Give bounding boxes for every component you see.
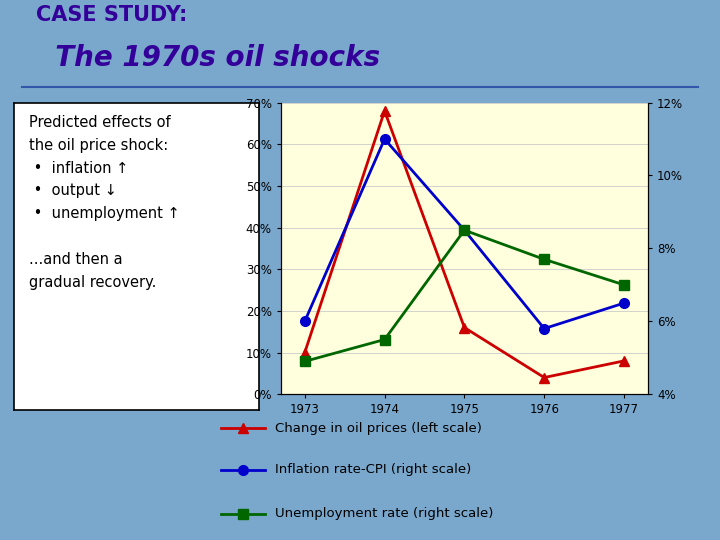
Text: CASE STUDY:: CASE STUDY: (36, 5, 187, 25)
Text: The 1970s oil shocks: The 1970s oil shocks (36, 44, 380, 72)
Text: Unemployment rate (right scale): Unemployment rate (right scale) (275, 508, 493, 521)
Text: Predicted effects of
the oil price shock:
 •  inflation ↑
 •  output ↓
 •  unemp: Predicted effects of the oil price shock… (29, 115, 180, 289)
Text: Change in oil prices (left scale): Change in oil prices (left scale) (275, 422, 482, 435)
Text: Inflation rate-CPI (right scale): Inflation rate-CPI (right scale) (275, 463, 471, 476)
